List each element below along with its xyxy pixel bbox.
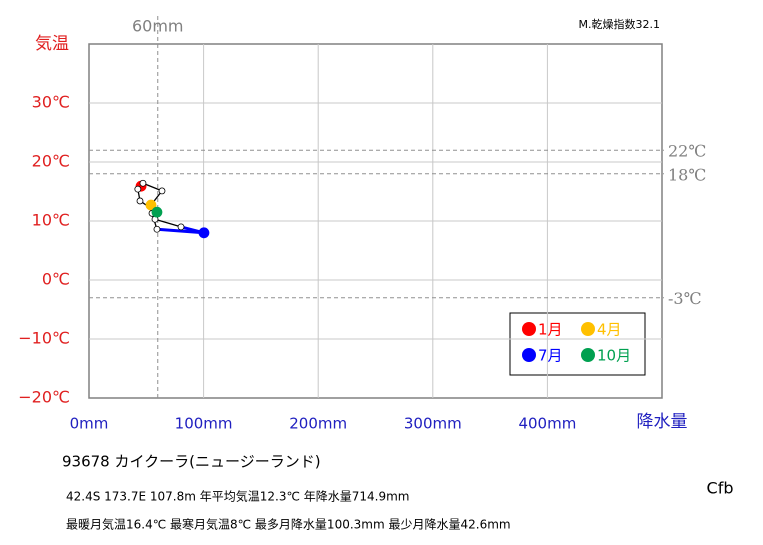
legend-label: 4月: [597, 321, 622, 339]
info-line: 42.4S 173.7E 107.8m 年平均気温12.3℃ 年降水量714.9…: [66, 489, 410, 504]
y-tick-label: −20℃: [18, 388, 70, 407]
x-tick-label: 100mm: [175, 415, 233, 433]
x-tick-label: 200mm: [289, 415, 347, 433]
y-tick-label: 0℃: [42, 270, 70, 289]
legend-marker: [581, 348, 595, 362]
reference-label: 60mm: [132, 17, 184, 36]
line-segment: [154, 218, 182, 228]
legend-marker: [522, 322, 536, 336]
reference-label: -3℃: [668, 289, 701, 308]
data-point: [177, 223, 185, 231]
reference-label: 22℃: [668, 142, 706, 161]
legend-marker: [581, 322, 595, 336]
y-tick-label: 20℃: [32, 152, 70, 171]
data-point: [145, 199, 157, 211]
data-point: [153, 225, 161, 233]
legend-label: 10月: [597, 347, 631, 365]
legend-label: 1月: [538, 321, 563, 339]
data-point: [134, 185, 142, 193]
station: 93678 カイクーラ(ニュージーランド): [62, 453, 321, 471]
data-point: [151, 206, 163, 218]
info-line: 最暖月気温16.4℃ 最寒月気温8℃ 最多月降水量100.3mm 最少月降水量4…: [66, 517, 511, 532]
x-tick-label: 400mm: [518, 415, 576, 433]
dryness-index: M.乾燥指数32.1: [579, 17, 660, 31]
legend-marker: [522, 348, 536, 362]
x-tick-label: 0mm: [70, 415, 109, 433]
x-tick-label: 300mm: [404, 415, 462, 433]
reference-label: 18℃: [668, 165, 706, 184]
data-point: [136, 197, 144, 205]
legend-label: 7月: [538, 347, 563, 365]
x-axis-label: 降水量: [637, 412, 688, 432]
y-tick-label: 10℃: [32, 211, 70, 230]
data-point: [198, 227, 210, 239]
y-tick-label: 30℃: [32, 93, 70, 112]
climate-class: Cfb: [707, 479, 734, 498]
y-tick-label: −10℃: [18, 329, 70, 348]
data-point: [139, 179, 147, 187]
data-point: [158, 187, 166, 195]
y-axis-label: 気温: [35, 34, 69, 54]
